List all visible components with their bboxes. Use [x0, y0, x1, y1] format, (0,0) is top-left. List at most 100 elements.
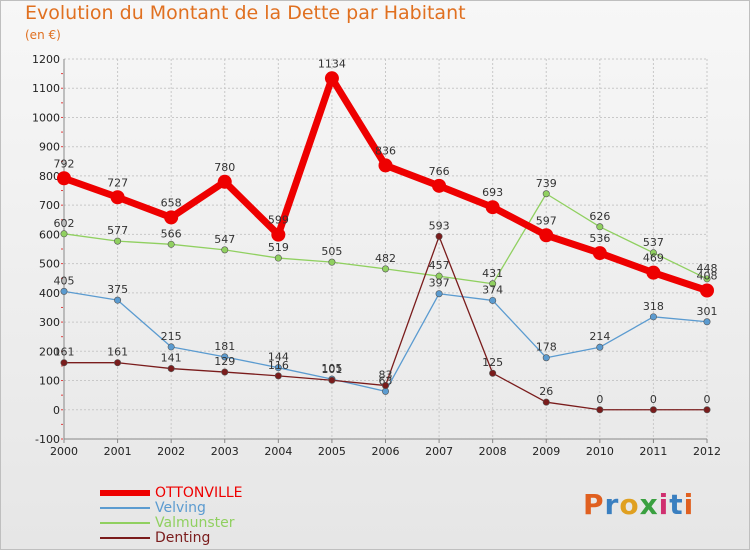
x-tick-label: 2005 — [318, 445, 346, 458]
x-tick-label: 2007 — [425, 445, 453, 458]
x-tick-label: 2012 — [693, 445, 721, 458]
data-point — [60, 287, 68, 295]
data-point — [542, 398, 550, 406]
y-tick-label: 200 — [39, 345, 60, 358]
legend-item: Velving — [100, 500, 300, 516]
y-tick-label: 1000 — [32, 111, 60, 124]
data-point — [542, 354, 550, 362]
data-label: 739 — [536, 177, 557, 190]
data-label: 181 — [214, 340, 235, 353]
data-point — [539, 228, 554, 243]
logo-letter: i — [683, 488, 695, 521]
data-label: 375 — [107, 283, 128, 296]
data-label: 101 — [321, 363, 342, 376]
legend-label: Valmunster — [155, 515, 235, 531]
unit-label: (en €) — [25, 28, 61, 42]
y-tick-label: 300 — [39, 316, 60, 329]
data-point — [328, 258, 336, 266]
logo-letter: P — [583, 488, 605, 521]
data-label: 780 — [214, 161, 235, 174]
data-point — [596, 343, 604, 351]
data-point — [221, 368, 229, 376]
y-tick-label: 800 — [39, 170, 60, 183]
data-label: 519 — [268, 241, 289, 254]
data-point — [703, 275, 711, 283]
data-label: 397 — [429, 277, 450, 290]
data-label: 125 — [482, 356, 503, 369]
data-point — [596, 406, 604, 414]
logo-letter: i — [658, 488, 670, 521]
y-tick-label: 500 — [39, 258, 60, 271]
legend-item: Valmunster — [100, 515, 300, 531]
chart-title: Evolution du Montant de la Dette par Hab… — [25, 2, 466, 24]
data-label: 215 — [161, 330, 182, 343]
x-tick-label: 2009 — [532, 445, 560, 458]
data-label: 547 — [214, 233, 235, 246]
x-tick-label: 2001 — [104, 445, 132, 458]
data-point — [592, 246, 607, 261]
data-point — [432, 178, 447, 193]
legend-label: Velving — [155, 500, 206, 516]
data-point — [649, 406, 657, 414]
data-point — [489, 369, 497, 377]
data-point — [381, 387, 389, 395]
data-label: 727 — [107, 176, 128, 189]
x-tick-label: 2003 — [211, 445, 239, 458]
logo-letter: r — [604, 488, 620, 521]
data-label: 469 — [643, 252, 664, 265]
data-label: 457 — [429, 259, 450, 272]
data-point — [485, 200, 500, 215]
data-label: 1134 — [318, 57, 346, 70]
data-label: 301 — [697, 305, 718, 318]
data-point — [114, 296, 122, 304]
data-label: 318 — [643, 300, 664, 313]
proxiti-logo: Proxiti — [583, 488, 694, 521]
y-tick-label: 600 — [39, 228, 60, 241]
y-tick-label: 900 — [39, 141, 60, 154]
data-point — [435, 232, 443, 240]
data-point — [542, 190, 550, 198]
data-point — [646, 265, 661, 280]
data-label: 141 — [161, 352, 182, 365]
y-tick-label: 0 — [53, 404, 60, 417]
data-label: 766 — [429, 165, 450, 178]
data-label: 482 — [375, 252, 396, 265]
data-point — [435, 290, 443, 298]
data-label: 599 — [268, 214, 289, 227]
legend-swatch — [100, 490, 150, 496]
y-tick-label: 700 — [39, 199, 60, 212]
data-label: 658 — [161, 196, 182, 209]
data-point — [324, 71, 339, 86]
data-point — [381, 265, 389, 273]
y-tick-label: 1100 — [32, 82, 60, 95]
data-label: 836 — [375, 144, 396, 157]
data-point — [110, 190, 125, 205]
data-point — [167, 365, 175, 373]
x-tick-label: 2008 — [479, 445, 507, 458]
data-label: 566 — [161, 227, 182, 240]
data-label: 408 — [697, 270, 718, 283]
data-label: 129 — [214, 355, 235, 368]
data-label: 0 — [704, 393, 711, 406]
legend-label: Denting — [155, 530, 211, 546]
data-point — [167, 343, 175, 351]
x-tick-label: 2004 — [264, 445, 292, 458]
x-tick-label: 2000 — [50, 445, 78, 458]
data-label: 597 — [536, 214, 557, 227]
data-label: 537 — [643, 236, 664, 249]
data-label: 405 — [54, 274, 75, 287]
data-point — [703, 406, 711, 414]
data-point — [114, 359, 122, 367]
data-point — [274, 372, 282, 380]
data-point — [114, 237, 122, 245]
data-label: 144 — [268, 351, 289, 364]
data-point — [57, 171, 71, 186]
legend-swatch — [100, 522, 150, 524]
data-label: 448 — [697, 262, 718, 275]
data-label: 0 — [650, 393, 657, 406]
data-label: 116 — [268, 359, 289, 372]
data-label: 178 — [536, 341, 557, 354]
legend-label: OTTONVILLE — [155, 485, 243, 501]
